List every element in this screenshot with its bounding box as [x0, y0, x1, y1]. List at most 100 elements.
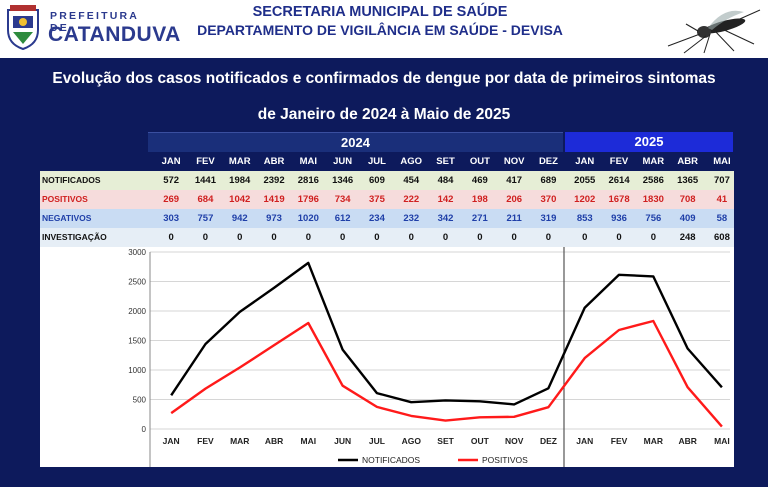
- table-cell: 853: [576, 213, 593, 224]
- table-cell: 0: [237, 232, 243, 243]
- header: PREFEITURA DE CATANDUVA SECRETARIA MUNIC…: [0, 0, 768, 58]
- table-cell: 1796: [297, 194, 319, 205]
- table-cell: 454: [403, 175, 420, 186]
- table-cell: 0: [374, 232, 380, 243]
- table-cell: 942: [231, 213, 248, 224]
- row-negativos: NEGATIVOS 303 757 942 973 1020 612 234 232 342 27…: [40, 209, 734, 228]
- table-cell: 211: [506, 213, 522, 224]
- department-heading: DEPARTAMENTO DE VIGILÂNCIA EM SAÚDE - DE…: [197, 22, 563, 38]
- x-tick-label: FEV: [197, 436, 214, 446]
- table-cell: 1202: [574, 194, 596, 205]
- month-header-cell: NOV: [503, 156, 525, 167]
- x-tick-label: JUN: [334, 436, 351, 446]
- x-tick-label: JAN: [163, 436, 180, 446]
- x-tick-label: MAR: [644, 436, 663, 446]
- month-header-cell: OUT: [469, 156, 490, 167]
- city-crest-icon: [7, 5, 39, 50]
- table-cell: 234: [369, 213, 385, 224]
- month-header-cell: MAR: [228, 156, 251, 167]
- row-positivos: POSITIVOS 269 684 1042 1419 1796 734 375 222 142…: [40, 190, 734, 209]
- logo-prefix-text: PREFEITURA DE: [50, 10, 139, 34]
- month-header-cell: JAN: [161, 156, 181, 167]
- chart-title-line2: de Janeiro de 2024 à Maio de 2025: [257, 106, 511, 123]
- month-header-cell: ABR: [263, 156, 285, 167]
- table-cell: 1365: [677, 175, 699, 186]
- table-cell: 0: [511, 232, 517, 243]
- table-cell: 1830: [642, 194, 664, 205]
- mosquito-icon: [667, 9, 761, 54]
- x-tick-label: ABR: [265, 436, 283, 446]
- month-header-cell: MAR: [642, 156, 665, 167]
- month-header-cell: JAN: [575, 156, 595, 167]
- line-chart: 3000 2500 2000 1500 1000 500 0 JAN FEV MAR ABR MAI J…: [128, 247, 730, 467]
- table-cell: 936: [611, 213, 627, 224]
- month-header-cell: SET: [436, 156, 455, 167]
- table-cell: 756: [645, 213, 662, 224]
- table-cell: 1042: [229, 194, 251, 205]
- table-cell: 708: [679, 194, 696, 205]
- table-cell: 1020: [297, 213, 319, 224]
- x-tick-label: OUT: [471, 436, 490, 446]
- table-cell: 222: [403, 194, 420, 205]
- series-line-positivos: [170, 319, 723, 428]
- table-cell: 0: [582, 232, 588, 243]
- table-cell: 1984: [229, 175, 251, 186]
- month-header-cell: FEV: [196, 156, 215, 167]
- table-cell: 58: [716, 213, 728, 224]
- x-tick-label: FEV: [611, 436, 628, 446]
- table-cell: 206: [506, 194, 523, 205]
- prefeitura-logo: PREFEITURA DE CATANDUVA: [4, 4, 180, 50]
- table-cell: 1441: [194, 175, 216, 186]
- table-cell: 370: [540, 194, 557, 205]
- table-cell: 41: [716, 194, 728, 205]
- table-cell: 0: [271, 232, 277, 243]
- table-cell: 612: [334, 213, 351, 224]
- table-cell: 342: [437, 213, 454, 224]
- table-cell: 2816: [297, 175, 319, 186]
- table-cell: 0: [442, 232, 449, 243]
- x-tick-label: ABR: [678, 436, 696, 446]
- table-cell: 269: [163, 194, 180, 205]
- table-cell: 684: [197, 194, 214, 205]
- table-cell: 0: [305, 232, 311, 243]
- table-cell: 417: [506, 175, 523, 186]
- table-cell: 0: [168, 232, 174, 243]
- table-cell: 689: [540, 175, 557, 186]
- y-tick-label: 2500: [128, 278, 146, 287]
- month-header-cell: DEZ: [538, 156, 558, 167]
- secretaria-heading: SECRETARIA MUNICIPAL DE SAÚDE: [252, 4, 508, 20]
- y-tick-label: 1500: [128, 337, 146, 346]
- y-tick-label: 1000: [128, 366, 146, 375]
- table-cell: 484: [437, 175, 454, 186]
- table-cell: 707: [714, 175, 730, 186]
- table-cell: 469: [471, 175, 488, 186]
- year-header-2025: 2025: [565, 132, 733, 152]
- y-tick-label: 3000: [128, 248, 146, 257]
- table-cell: 608: [714, 232, 730, 243]
- table-cell: 375: [369, 194, 385, 205]
- table-cell: 1346: [332, 175, 354, 186]
- x-tick-label: MAI: [714, 436, 730, 446]
- table-cell: 0: [202, 232, 209, 243]
- year-header-2024: 2024: [148, 132, 563, 152]
- table-cell: 198: [471, 194, 488, 205]
- table-cell: 0: [408, 232, 414, 243]
- table-cell: 1419: [263, 194, 285, 205]
- x-tick-label: DEZ: [540, 436, 557, 446]
- row-investigacao: INVESTIGAÇÃO 0 0 0 0 0 0 0 0 0 0 0 0 0 0 0 248 608: [40, 228, 734, 247]
- table-cell: 734: [334, 194, 351, 205]
- table-cell: 609: [369, 175, 385, 186]
- row-label: NEGATIVOS: [42, 213, 92, 223]
- x-tick-label: MAI: [301, 436, 317, 446]
- table-cell: 757: [197, 213, 214, 224]
- x-tick-label: JUL: [369, 436, 385, 446]
- row-notificados: NOTIFICADOS 572 1441 1984 2392 2816 1346 609 45…: [40, 171, 734, 190]
- x-tick-label: JAN: [576, 436, 593, 446]
- month-header-cell: JUL: [367, 156, 386, 167]
- row-label: INVESTIGAÇÃO: [42, 232, 107, 242]
- legend-label: NOTIFICADOS: [362, 455, 420, 465]
- table-cell: 232: [403, 213, 420, 224]
- series-line-notificados: [170, 261, 723, 406]
- table-cell: 0: [616, 232, 622, 243]
- month-header-cell: FEV: [609, 156, 629, 167]
